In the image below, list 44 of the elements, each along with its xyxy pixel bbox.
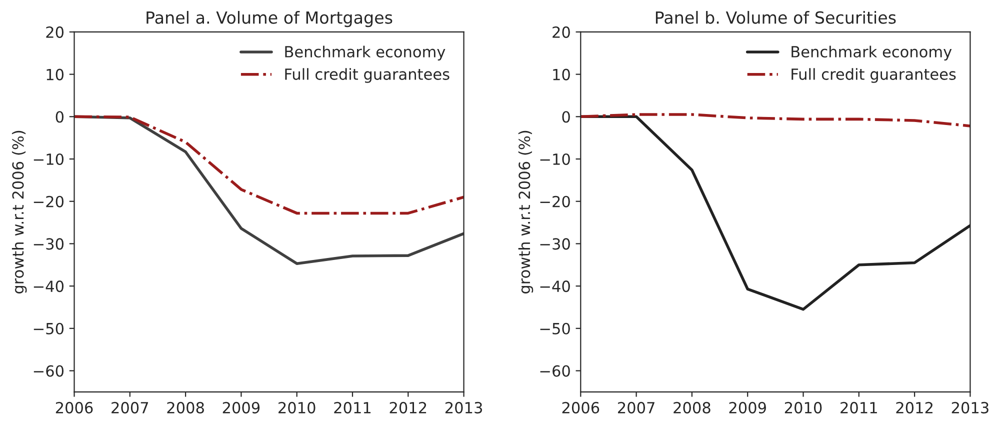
y-tick-label: 0 [56, 111, 64, 123]
line-series [580, 113, 970, 128]
line-series [74, 115, 464, 215]
y-tick-label: −30 [34, 238, 64, 250]
x-tick-label: 2007 [618, 402, 654, 414]
y-tick-label: −40 [540, 280, 570, 292]
y-tick-label: −40 [34, 280, 64, 292]
chart-title: Panel b. Volume of Securities [656, 10, 896, 24]
y-axis-title: growth w.r.t 2006 (%) [518, 130, 534, 294]
y-tick-label: 10 [553, 68, 570, 80]
x-tick-label: 2007 [112, 402, 148, 414]
chart-title: Panel a. Volume of Mortgages [146, 10, 392, 28]
legend-label: Full credit guarantees [792, 68, 956, 83]
y-tick-label: −30 [540, 238, 570, 250]
y-tick-label: −50 [34, 322, 64, 334]
y-tick-label: −60 [540, 365, 570, 377]
x-tick-label: 2010 [278, 402, 316, 414]
x-tick-label: 2012 [896, 402, 932, 414]
x-tick-label: 2008 [674, 402, 710, 414]
x-tick-label: 2009 [729, 402, 766, 414]
y-tick-label: −10 [34, 153, 64, 166]
x-tick-label: 2011 [334, 402, 371, 414]
x-tick-label: 2013 [952, 402, 988, 414]
y-tick-label: 20 [46, 26, 64, 38]
x-tick-label: 2006 [562, 402, 600, 414]
x-tick-label: 2006 [56, 402, 93, 414]
y-tick-label: −20 [34, 196, 64, 208]
x-tick-label: 2009 [222, 402, 260, 414]
legend-label: Benchmark economy [285, 46, 446, 60]
y-axis-title: growth w.r.t 2006 (%) [12, 130, 27, 294]
x-tick-label: 2010 [784, 402, 822, 414]
y-tick-label: −60 [34, 365, 64, 377]
y-tick-label: −10 [540, 153, 570, 166]
x-tick-label: 2008 [167, 402, 204, 414]
legend-label: Benchmark economy [792, 46, 952, 60]
x-tick-label: 2013 [445, 402, 482, 414]
x-tick-label: 2011 [840, 402, 877, 414]
y-tick-label: 20 [552, 26, 570, 38]
x-tick-label: 2012 [390, 402, 426, 414]
y-tick-label: −20 [540, 196, 570, 208]
y-tick-label: 10 [46, 68, 64, 80]
y-tick-label: −50 [540, 322, 570, 334]
legend-label: Full credit guarantees [285, 68, 450, 83]
y-tick-label: 0 [562, 111, 570, 123]
